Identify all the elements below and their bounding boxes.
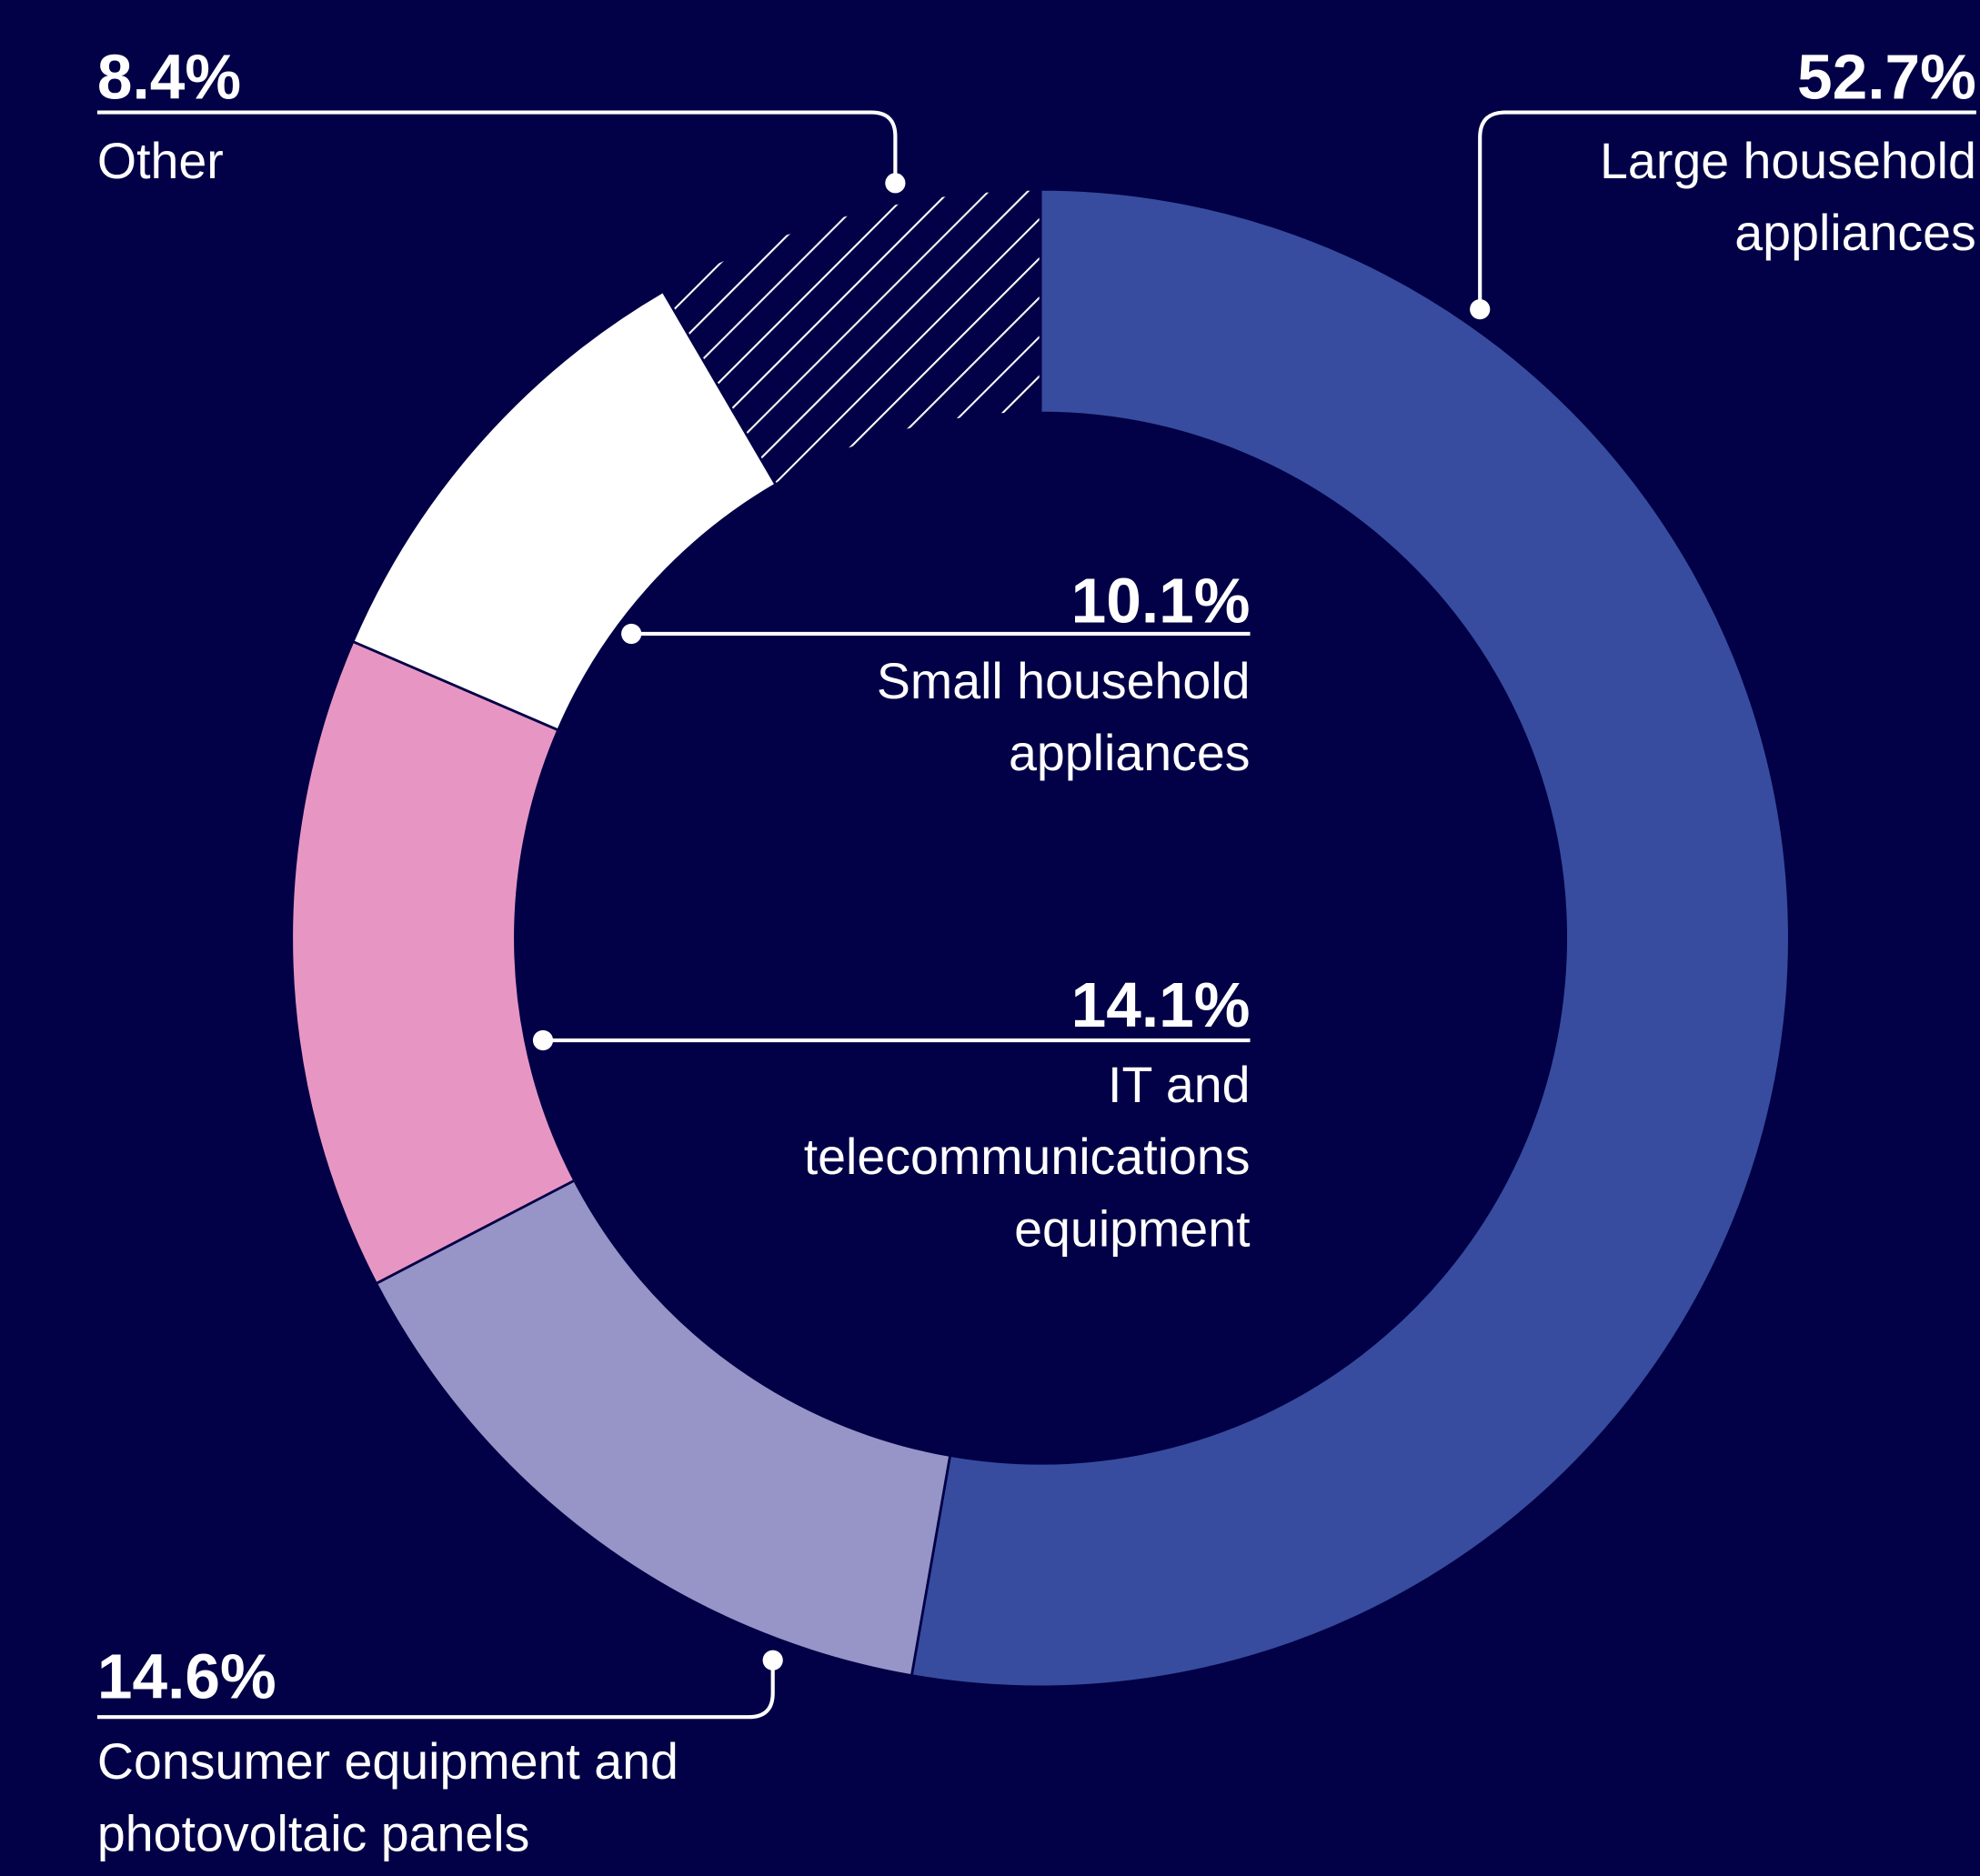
slice bbox=[374, 1179, 952, 1678]
slice bbox=[661, 187, 1042, 487]
slices bbox=[290, 187, 1791, 1689]
connectors bbox=[96, 110, 1976, 1720]
category-label: Small household appliances bbox=[876, 654, 1251, 782]
category-label: Other bbox=[96, 134, 224, 190]
slice bbox=[910, 187, 1791, 1689]
value-label: 14.6% bbox=[96, 1640, 276, 1712]
connector bbox=[96, 1660, 775, 1720]
connector bbox=[1478, 110, 1976, 310]
connector bbox=[96, 110, 898, 184]
dot bbox=[532, 1029, 554, 1051]
category-label: Consumer equipment and photovoltaic pane… bbox=[96, 1734, 678, 1862]
value-label: 52.7% bbox=[1796, 41, 1976, 113]
value-label: 8.4% bbox=[96, 41, 242, 113]
slice bbox=[290, 639, 577, 1286]
category-label: Large household appliances bbox=[1600, 134, 1976, 262]
value-label: 10.1% bbox=[1070, 565, 1251, 637]
value-label: 14.1% bbox=[1070, 969, 1251, 1041]
dot bbox=[621, 623, 642, 645]
connector-dots bbox=[532, 173, 1491, 1670]
category-label: IT and telecommunications equipment bbox=[803, 1058, 1251, 1258]
dot bbox=[885, 173, 906, 194]
dot bbox=[762, 1650, 783, 1670]
dot bbox=[1470, 299, 1491, 320]
